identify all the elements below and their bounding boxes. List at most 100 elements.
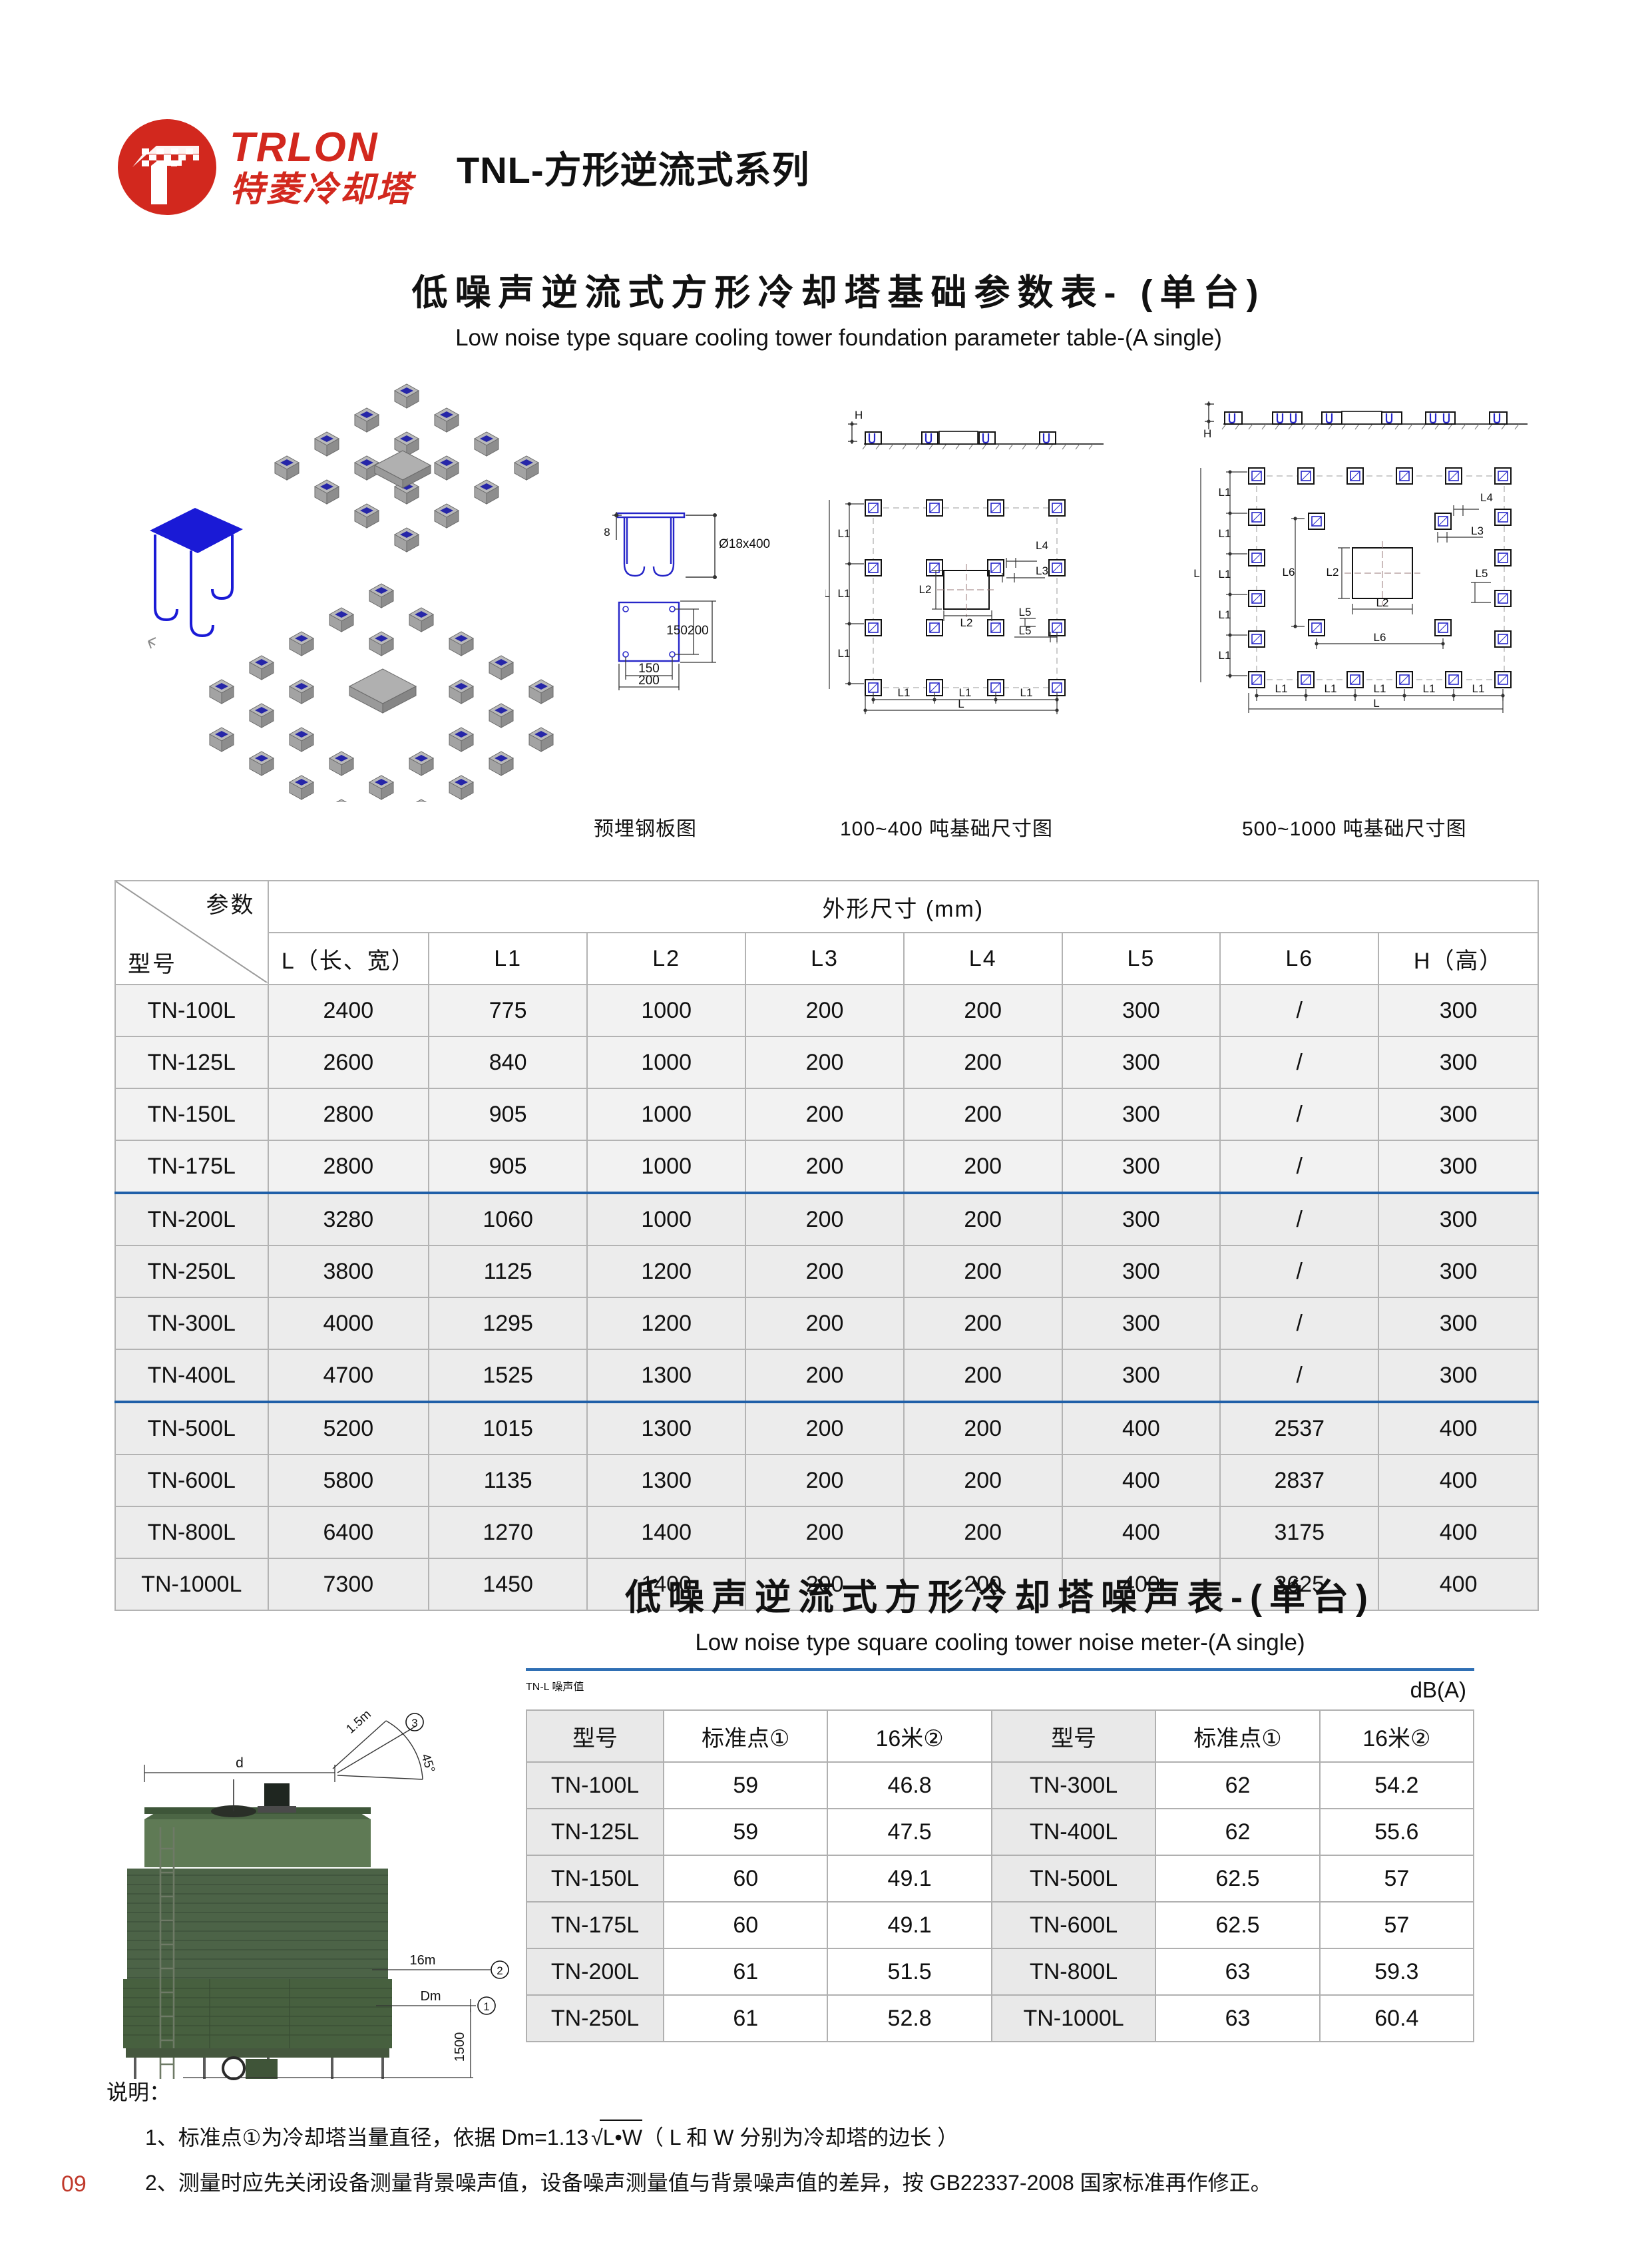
cell-16m-right: 60.4 xyxy=(1319,1994,1475,2042)
cell-value: 2800 xyxy=(267,1140,430,1194)
cell-value: 4000 xyxy=(267,1297,430,1350)
group-header-dimensions: 外形尺寸 (mm) xyxy=(267,880,1540,933)
sqrt-symbol: √ L•W xyxy=(588,2119,642,2156)
cell-value: 1000 xyxy=(586,1192,747,1246)
svg-text:L2: L2 xyxy=(1376,596,1389,609)
cell-model: TN-1000L xyxy=(114,1558,269,1611)
cell-value: 905 xyxy=(428,1088,588,1141)
table-row: TN-125L 2600 840 1000 200 200 300/300 xyxy=(114,1036,1539,1089)
cell-value: / xyxy=(1219,1349,1380,1403)
svg-text:L1: L1 xyxy=(1325,682,1337,695)
cell-value: 400 xyxy=(1378,1558,1539,1611)
cell-16m-right: 57 xyxy=(1319,1901,1475,1949)
section2-rule xyxy=(526,1668,1474,1671)
tower-measurement-figure: 1.5m 45° 3 d xyxy=(103,1694,529,2084)
table-row: TN-100L 2400 775 1000 200 200 300/300 xyxy=(114,984,1539,1037)
cell-value: 400 xyxy=(1061,1454,1221,1507)
cell-std-left: 59 xyxy=(663,1761,829,1809)
cell-value: 1015 xyxy=(428,1401,588,1455)
cell-value: 400 xyxy=(1061,1401,1221,1455)
plan-L5-label: L5 xyxy=(1019,606,1032,618)
noise-table-caption: TN-L 噪声值 xyxy=(526,1682,584,1693)
col-L1: L1 xyxy=(428,932,588,985)
cell-value: 2800 xyxy=(267,1088,430,1141)
col-L3: L3 xyxy=(745,932,905,985)
noise-col-16m-left: 16米② xyxy=(827,1709,992,1763)
section1-title: 低噪声逆流式方形冷却塔基础参数表- (单台) Low noise type sq… xyxy=(286,263,1391,351)
cell-value: 200 xyxy=(903,1558,1063,1611)
cell-value: 300 xyxy=(1061,1349,1221,1403)
plan-L-horizontal-label: L xyxy=(958,698,964,710)
cell-value: 1125 xyxy=(428,1245,588,1298)
cell-model-left: TN-125L xyxy=(525,1808,665,1856)
cell-value: 200 xyxy=(745,1558,905,1611)
cell-value: 840 xyxy=(428,1036,588,1089)
cell-value: 3800 xyxy=(267,1245,430,1298)
svg-text:L: L xyxy=(1193,567,1199,580)
cell-value: 3280 xyxy=(267,1192,430,1246)
cell-value: 775 xyxy=(428,984,588,1037)
cell-value: 300 xyxy=(1378,1036,1539,1089)
cell-std-left: 60 xyxy=(663,1901,829,1949)
cell-value: 1200 xyxy=(586,1297,747,1350)
section1-title-en: Low noise type square cooling tower foun… xyxy=(455,325,1222,351)
cell-value: 400 xyxy=(1061,1558,1221,1611)
cell-value: 1000 xyxy=(586,1140,747,1194)
notes-heading: 说明： xyxy=(106,2080,171,2104)
cell-model-left: TN-175L xyxy=(525,1901,665,1949)
cell-value: / xyxy=(1219,1140,1380,1194)
svg-text:L1: L1 xyxy=(838,587,851,600)
plate-dim-150200-label: 150200 xyxy=(666,624,708,638)
cell-16m-left: 47.5 xyxy=(827,1808,992,1856)
svg-text:L2: L2 xyxy=(960,616,973,629)
cell-value: 200 xyxy=(745,1454,905,1507)
cell-value: 300 xyxy=(1061,1192,1221,1246)
cell-model: TN-600L xyxy=(114,1454,269,1507)
cell-value: / xyxy=(1219,984,1380,1037)
cell-model-left: TN-100L xyxy=(525,1761,665,1809)
cell-model-left: TN-150L xyxy=(525,1855,665,1903)
foundation-100-400-figure: H xyxy=(823,389,1105,805)
cell-value: / xyxy=(1219,1245,1380,1298)
table-row: TN-175L 2800 905 1000 200 200 300/300 xyxy=(114,1140,1539,1194)
cell-value: 300 xyxy=(1061,1245,1221,1298)
cell-value: 5800 xyxy=(267,1454,430,1507)
cell-value: / xyxy=(1219,1297,1380,1350)
section2-title-en: Low noise type square cooling tower nois… xyxy=(695,1630,1305,1656)
cell-value: 1450 xyxy=(428,1558,588,1611)
table-corner-header: 参数 型号 xyxy=(114,880,269,985)
cell-value: 200 xyxy=(745,1245,905,1298)
cell-model-left: TN-250L xyxy=(525,1994,665,2042)
foundation-500-1000-figure: H xyxy=(1171,383,1531,805)
cell-value: 400 xyxy=(1378,1454,1539,1507)
plate-bolt-label: Ø18x400 xyxy=(719,537,770,551)
cell-value: 3625 xyxy=(1219,1558,1380,1611)
cell-model-right: TN-500L xyxy=(990,1855,1157,1903)
cell-16m-right: 55.6 xyxy=(1319,1808,1475,1856)
table-row: TN-400L 4700 1525 1300 200 200 300/300 xyxy=(114,1349,1539,1403)
cell-std-right: 62.5 xyxy=(1155,1901,1321,1949)
table-row: TN-300L 4000 1295 1200 200 200 300/300 xyxy=(114,1297,1539,1350)
foundation-500-1000-caption: 500~1000 吨基础尺寸图 xyxy=(1242,818,1467,840)
cell-model: TN-175L xyxy=(114,1140,269,1194)
cell-value: 200 xyxy=(745,1506,905,1559)
trlon-logo-icon xyxy=(116,116,218,218)
cell-value: 300 xyxy=(1378,1349,1539,1403)
cell-value: 4700 xyxy=(267,1349,430,1403)
corner-param-label: 参数 xyxy=(206,893,256,918)
cell-value: 200 xyxy=(903,1454,1063,1507)
cell-value: 1300 xyxy=(586,1401,747,1455)
table-row: TN-800L 6400 1270 1400 200 200 400 3175 400 xyxy=(114,1506,1539,1559)
note-1: 1、标准点①为冷却塔当量直径，依据 Dm=1.13 √ L•W（ L 和 W 分别为… xyxy=(145,2119,1272,2156)
cell-value: 400 xyxy=(1061,1506,1221,1559)
cell-value: 400 xyxy=(1378,1506,1539,1559)
cell-16m-left: 49.1 xyxy=(827,1901,992,1949)
page-number: 09 xyxy=(61,2171,87,2197)
svg-text:L1: L1 xyxy=(1374,682,1386,695)
noise-col-std-right: 标准点① xyxy=(1155,1709,1321,1763)
plan-L6-vertical-label: L6 xyxy=(1283,566,1295,578)
cell-model-left: TN-200L xyxy=(525,1948,665,1996)
svg-text:L1: L1 xyxy=(1275,682,1288,695)
cell-value: 2600 xyxy=(267,1036,430,1089)
noise-col-model-right: 型号 xyxy=(990,1709,1157,1763)
